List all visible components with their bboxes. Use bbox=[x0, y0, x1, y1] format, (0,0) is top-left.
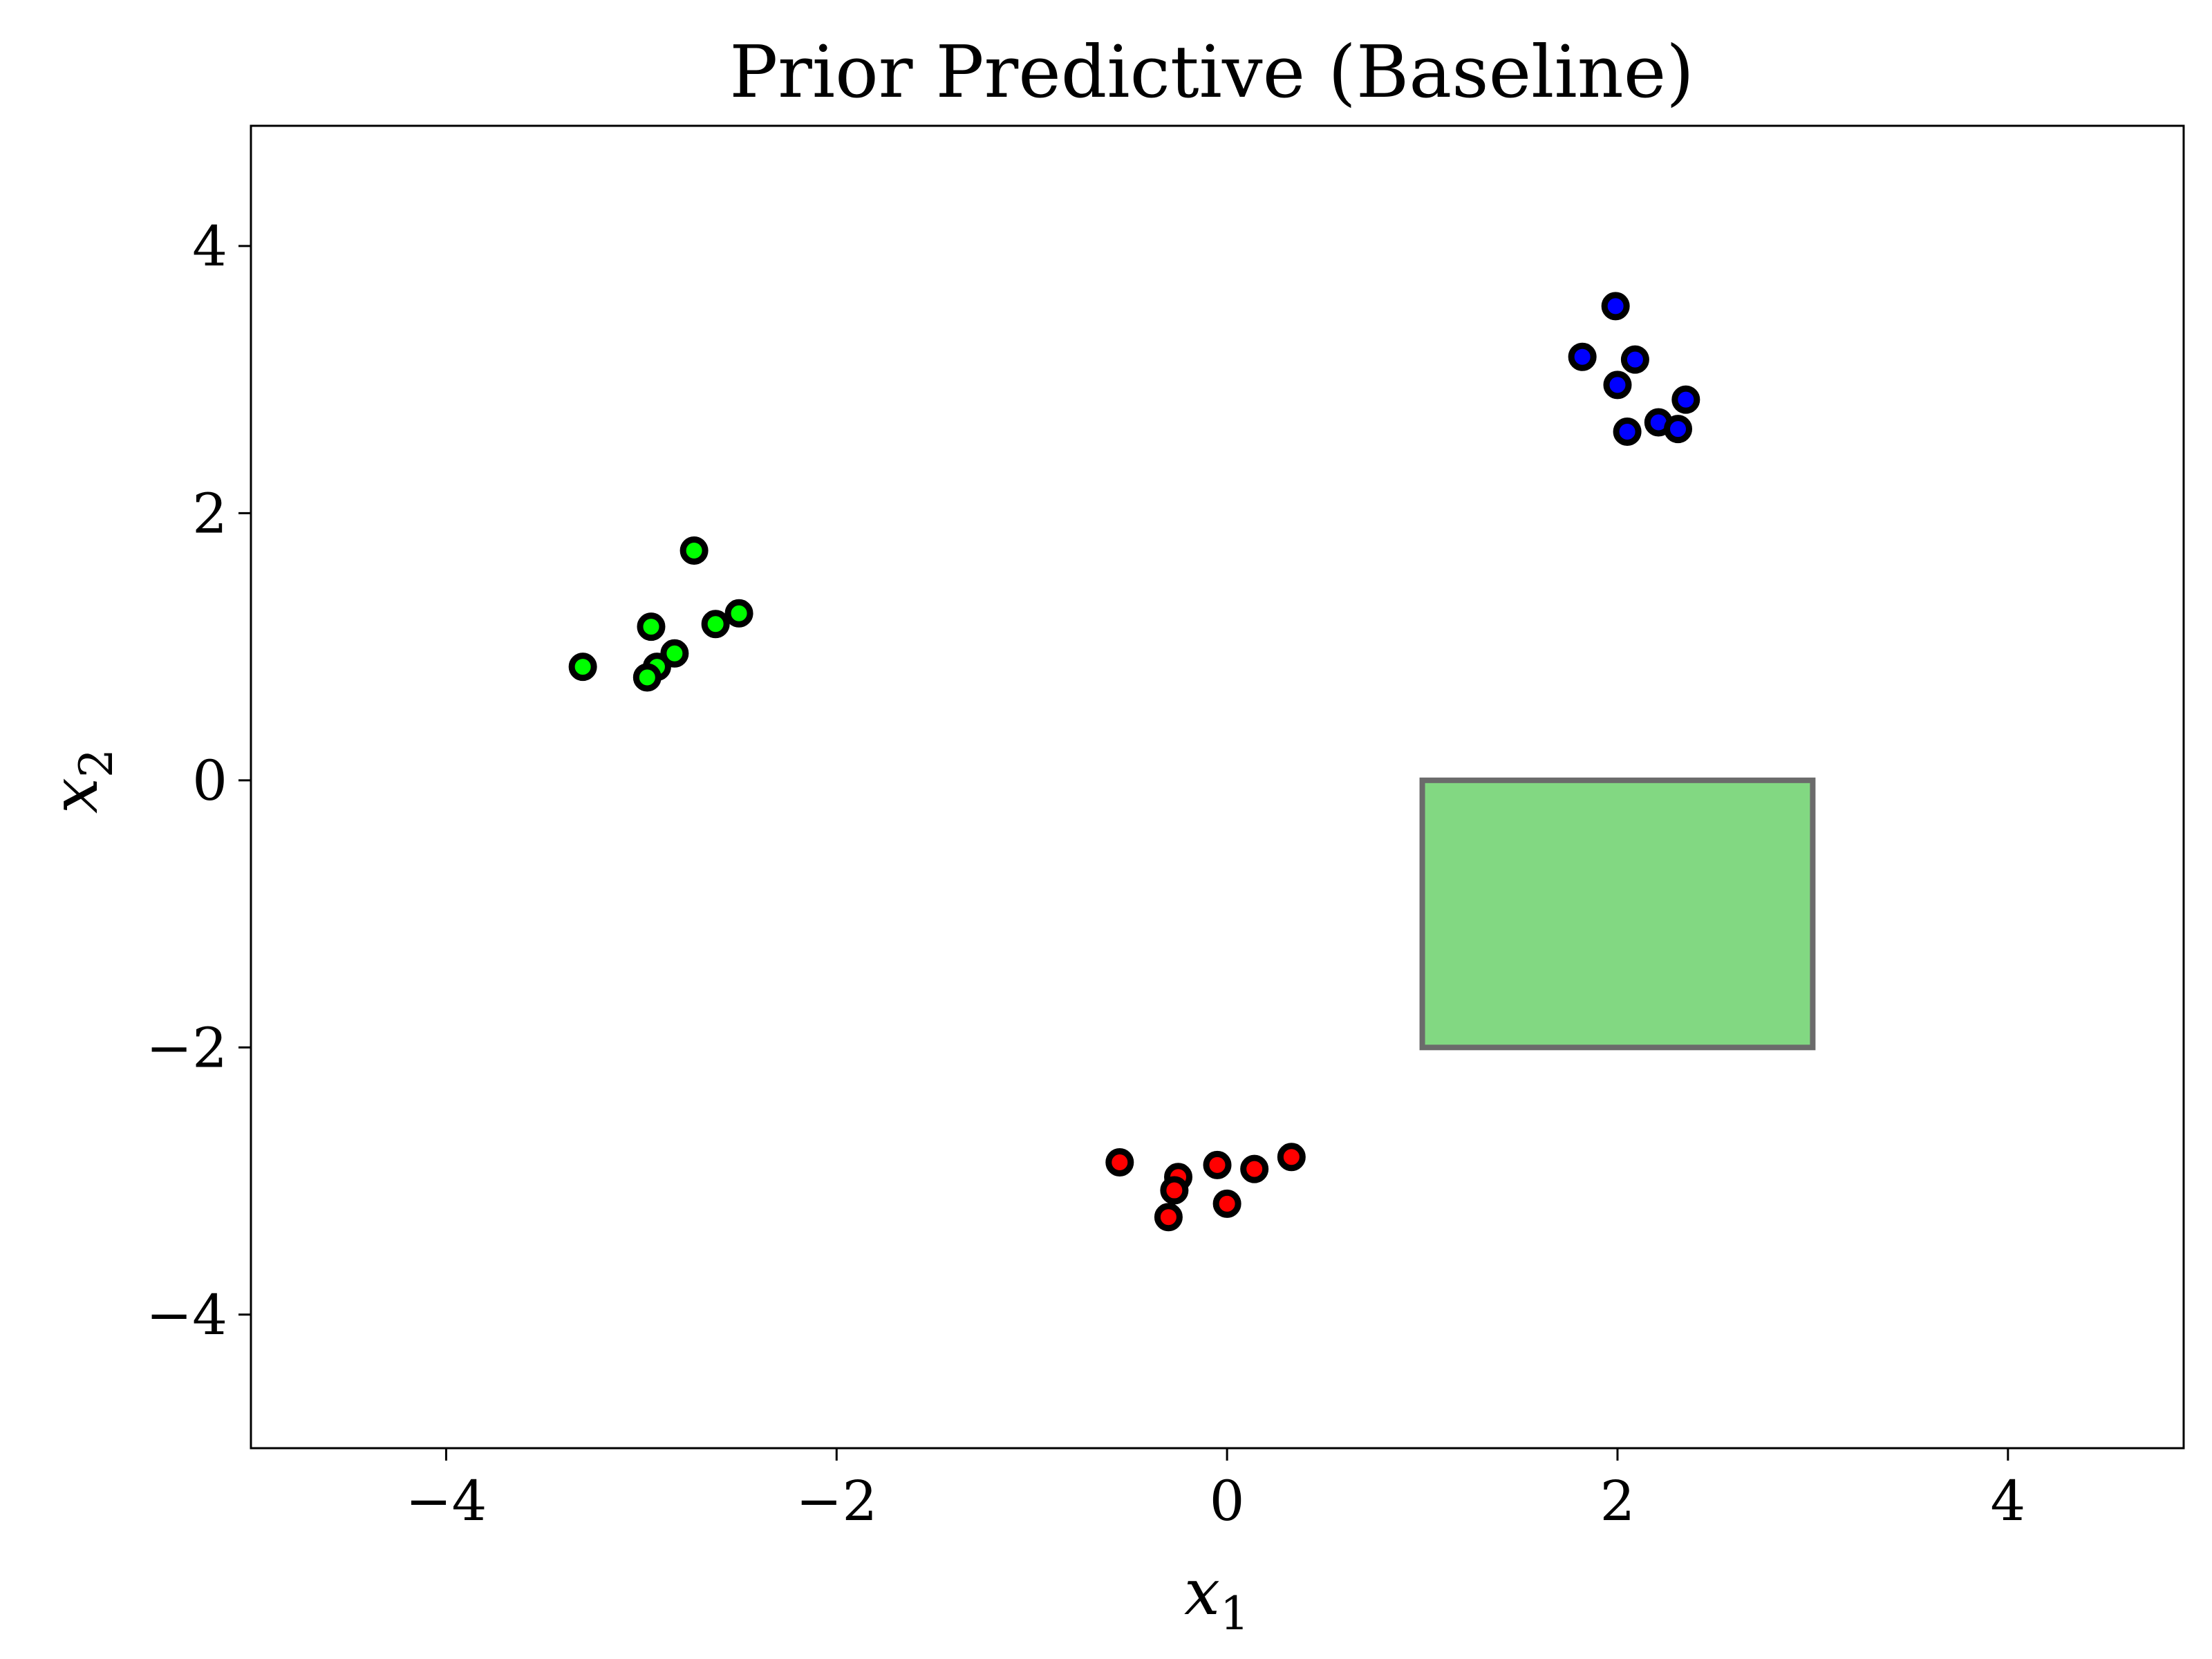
y-tick-label: 0 bbox=[192, 749, 227, 813]
x-tick-label: 0 bbox=[1210, 1469, 1245, 1533]
data-point-0-6 bbox=[701, 610, 730, 639]
x-axis-label-subscript: 1 bbox=[1220, 1587, 1249, 1640]
data-point-0-0 bbox=[568, 653, 597, 682]
y-axis-label-symbol: x bbox=[38, 778, 112, 814]
data-point-0-5 bbox=[679, 536, 709, 565]
data-point-1-1 bbox=[1601, 292, 1630, 321]
data-point-1-2 bbox=[1603, 371, 1632, 400]
x-tick-label: −2 bbox=[796, 1469, 877, 1533]
data-point-1-0 bbox=[1568, 342, 1597, 371]
x-axis-label-symbol: x bbox=[1184, 1555, 1220, 1629]
data-point-2-6 bbox=[1240, 1154, 1269, 1183]
x-tick-label: 4 bbox=[1990, 1469, 2025, 1533]
data-point-2-3 bbox=[1154, 1203, 1183, 1232]
y-tick-label: −4 bbox=[146, 1283, 227, 1347]
y-tick-label: 2 bbox=[192, 481, 227, 545]
data-point-2-4 bbox=[1203, 1150, 1232, 1179]
data-point-0-4 bbox=[660, 639, 689, 668]
x-tick-label: 2 bbox=[1600, 1469, 1635, 1533]
y-axis-ticks: −4 −2 0 2 4 bbox=[146, 214, 251, 1347]
data-point-1-7 bbox=[1671, 385, 1700, 414]
y-axis-label-subscript: 2 bbox=[70, 749, 123, 778]
highlight-regions bbox=[1419, 777, 1816, 1051]
y-tick-label: −2 bbox=[146, 1015, 227, 1080]
x-axis-ticks: −4 −2 0 2 4 bbox=[405, 1448, 2025, 1533]
data-point-1-3 bbox=[1620, 345, 1649, 374]
data-points bbox=[568, 292, 1700, 1232]
data-point-0-1 bbox=[637, 612, 666, 641]
data-point-2-7 bbox=[1277, 1143, 1306, 1172]
data-point-0-7 bbox=[724, 599, 753, 628]
chart-title: Prior Predictive (Baseline) bbox=[729, 30, 1694, 114]
data-point-1-4 bbox=[1613, 418, 1642, 447]
y-axis-label: x2 bbox=[38, 749, 123, 814]
region-rectangle-0 bbox=[1419, 777, 1816, 1051]
data-point-2-5 bbox=[1212, 1189, 1241, 1218]
plot-frame bbox=[250, 124, 2185, 1450]
data-point-2-2 bbox=[1160, 1176, 1189, 1205]
x-tick-label: −4 bbox=[405, 1469, 487, 1533]
y-tick-label: 4 bbox=[192, 214, 227, 279]
x-axis-label: x1 bbox=[1184, 1555, 1249, 1640]
data-point-1-6 bbox=[1664, 415, 1693, 444]
data-point-0-3 bbox=[632, 663, 662, 692]
data-point-2-0 bbox=[1105, 1147, 1134, 1177]
